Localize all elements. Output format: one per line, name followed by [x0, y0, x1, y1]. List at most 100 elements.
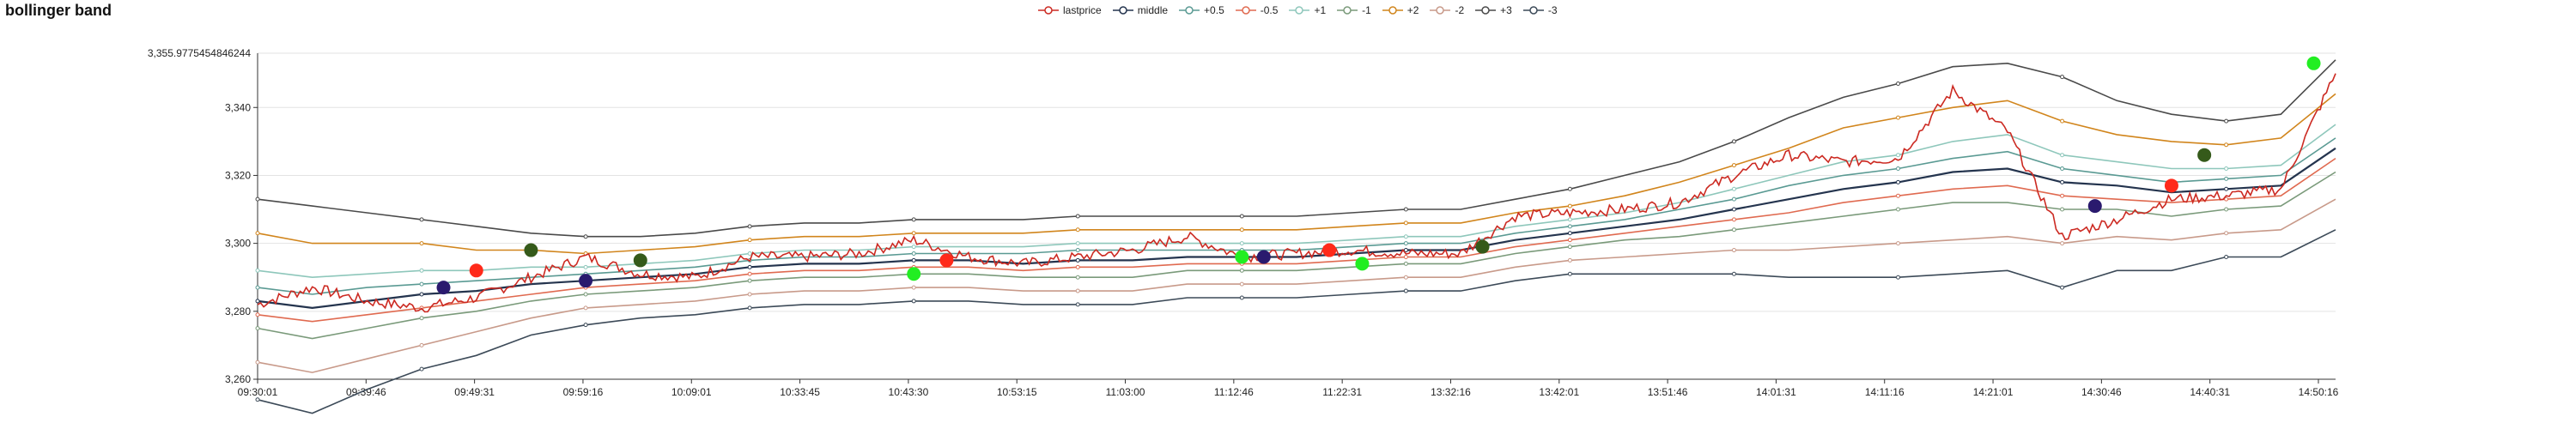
x-tick-label: 13:32:16	[1431, 386, 1471, 398]
series-point-plus2	[2224, 142, 2229, 148]
series-point-plus1	[1075, 241, 1080, 246]
series-line-minus3	[257, 229, 2336, 414]
series-point-plus2	[2060, 118, 2065, 124]
legend-item[interactable]: -0.5	[1235, 4, 1279, 16]
series-point-plus2	[419, 241, 424, 246]
series-point-middle	[2060, 179, 2065, 184]
series-point-plus1	[747, 251, 752, 257]
legend-swatch	[1382, 6, 1403, 15]
series-point-minus3	[1896, 275, 1901, 280]
x-tick-label: 09:49:31	[454, 386, 495, 398]
y-tick-label: 3,260	[225, 373, 251, 385]
series-point-plus3	[1239, 214, 1244, 219]
legend-swatch	[1289, 6, 1310, 15]
legend-item[interactable]: +1	[1288, 4, 1326, 16]
series-point-minus1	[1567, 245, 1572, 250]
series-point-minus3	[1403, 288, 1408, 293]
signal-dot	[907, 267, 921, 281]
series-point-plus0_5	[2060, 166, 2065, 172]
series-point-minus1	[1075, 275, 1080, 280]
x-tick-label: 09:39:46	[346, 386, 386, 398]
series-point-minus2	[419, 342, 424, 347]
series-point-plus2	[911, 231, 916, 236]
x-tick-label: 14:11:16	[1865, 386, 1905, 398]
series-point-plus1	[911, 245, 916, 250]
series-point-minus3	[747, 305, 752, 311]
series-point-plus2	[1731, 163, 1736, 168]
series-point-plus2	[1567, 203, 1572, 208]
series-point-plus2	[255, 231, 260, 236]
series-point-minus2	[747, 292, 752, 297]
signal-dot	[633, 253, 647, 268]
x-tick-label: 14:50:16	[2299, 386, 2339, 398]
legend-label: -2	[1455, 4, 1465, 16]
x-tick-label: 09:59:16	[563, 386, 604, 398]
series-line-plus1	[257, 124, 2336, 279]
x-tick-label: 09:30:01	[238, 386, 278, 398]
x-tick-label: 13:42:01	[1539, 386, 1579, 398]
series-point-plus3	[255, 196, 260, 202]
signal-dot	[1475, 239, 1490, 254]
series-point-plus0_5	[1731, 196, 1736, 202]
y-tick-label: 3,280	[225, 305, 251, 317]
legend-label: middle	[1137, 4, 1169, 16]
series-point-plus0_5	[1403, 241, 1408, 246]
series-point-plus2	[1403, 221, 1408, 226]
series-point-plus3	[1403, 207, 1408, 212]
series-point-plus0_5	[255, 285, 260, 290]
series-point-minus2	[583, 305, 588, 311]
series-point-plus3	[1731, 139, 1736, 144]
series-point-minus0_5	[1075, 264, 1080, 269]
signal-dot	[579, 274, 593, 288]
signal-dot	[524, 243, 538, 257]
signal-dot	[2164, 178, 2178, 193]
signal-dot	[1256, 250, 1271, 264]
signal-dot	[2087, 199, 2102, 214]
series-point-minus2	[2224, 231, 2229, 236]
series-point-minus3	[583, 323, 588, 328]
signal-dot	[2306, 56, 2321, 70]
signal-dot	[1355, 257, 1370, 271]
series-point-minus2	[2060, 241, 2065, 246]
series-point-middle	[747, 264, 752, 269]
series-point-plus1	[1731, 186, 1736, 191]
legend-item[interactable]: +0.5	[1178, 4, 1224, 16]
legend-item[interactable]: -2	[1429, 4, 1464, 16]
series-point-plus1	[419, 268, 424, 273]
legend-swatch	[1430, 6, 1451, 15]
legend-label: +3	[1500, 4, 1512, 16]
x-tick-label: 10:53:15	[997, 386, 1037, 398]
legend-item[interactable]: +2	[1382, 4, 1419, 16]
legend-item[interactable]: lastprice	[1037, 4, 1102, 16]
legend-item[interactable]: middle	[1112, 4, 1168, 16]
series-point-minus0_5	[1896, 193, 1901, 198]
x-tick-label: 11:12:46	[1214, 386, 1254, 398]
series-point-minus1	[583, 292, 588, 297]
series-point-minus3	[1239, 295, 1244, 300]
legend-label: -3	[1547, 4, 1558, 16]
series-point-plus1	[2060, 153, 2065, 158]
legend-label: -1	[1362, 4, 1371, 16]
series-point-plus1	[2224, 166, 2229, 172]
legend-item[interactable]: +3	[1474, 4, 1512, 16]
series-point-minus0_5	[255, 312, 260, 317]
legend-item[interactable]: -1	[1336, 4, 1371, 16]
legend-item[interactable]: -3	[1522, 4, 1558, 16]
series-point-plus1	[1403, 234, 1408, 239]
legend-swatch	[1235, 6, 1256, 15]
series-point-plus1	[1239, 241, 1244, 246]
series-point-minus0_5	[747, 271, 752, 276]
series-point-plus3	[911, 217, 916, 222]
series-point-minus3	[1567, 271, 1572, 276]
series-line-plus0_5	[257, 137, 2336, 295]
legend-swatch	[1337, 6, 1358, 15]
series-point-plus0_5	[2224, 176, 2229, 181]
series-point-plus0_5	[1075, 248, 1080, 253]
series-point-middle	[1403, 248, 1408, 253]
legend-label: +1	[1314, 4, 1327, 16]
series-point-middle	[1731, 207, 1736, 212]
series-point-minus1	[419, 316, 424, 321]
legend-label: -0.5	[1260, 4, 1279, 16]
